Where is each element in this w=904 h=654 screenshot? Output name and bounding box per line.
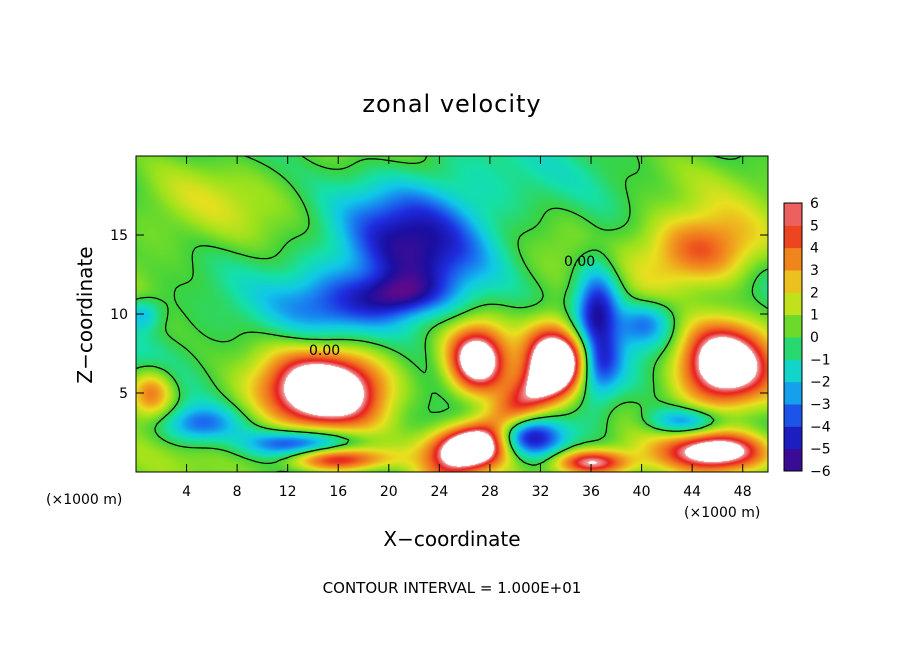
colorbar-segment bbox=[784, 247, 802, 271]
colorbar-segment bbox=[784, 314, 802, 338]
y-tick-label: 15 bbox=[110, 228, 128, 244]
colorbar-segment bbox=[784, 426, 802, 450]
y-tick-label: 10 bbox=[110, 307, 128, 323]
y-axis-label: Z−coordinate bbox=[73, 246, 97, 383]
colorbar-segment bbox=[784, 225, 802, 249]
colorbar-tick-label: −1 bbox=[810, 352, 831, 368]
x-unit-label: (×1000 m) bbox=[684, 505, 760, 521]
colorbar-segment bbox=[784, 404, 802, 427]
zonal-velocity-field bbox=[136, 156, 768, 472]
colorbar-tick-label: −2 bbox=[810, 375, 831, 391]
x-tick-label: 44 bbox=[683, 484, 701, 500]
x-tick-label: 12 bbox=[279, 484, 297, 500]
colorbar: −6 −5 −4 −3 −2 −1 0 1 2 3 4 5 6 bbox=[783, 196, 831, 480]
x-axis-label: X−coordinate bbox=[383, 527, 520, 551]
x-tick-label: 16 bbox=[329, 484, 347, 500]
x-tick-label: 24 bbox=[430, 484, 448, 500]
colorbar-segment bbox=[784, 203, 802, 226]
colorbar-tick-label: 5 bbox=[810, 218, 819, 234]
colorbar-tick-label: 3 bbox=[810, 263, 819, 279]
chart-title: zonal velocity bbox=[362, 90, 541, 118]
colorbar-segment bbox=[784, 337, 802, 360]
colorbar-segment bbox=[784, 292, 802, 316]
colorbar-tick-label: 6 bbox=[810, 196, 819, 212]
contour-label-right: 0.00 bbox=[564, 254, 595, 270]
x-tick-label: 28 bbox=[481, 484, 499, 500]
plot-area bbox=[135, 155, 769, 473]
contour-lines bbox=[135, 155, 769, 473]
contour-interval-note: CONTOUR INTERVAL = 1.000E+01 bbox=[323, 579, 582, 597]
colorbar-segment bbox=[784, 270, 802, 293]
x-tick-label: 48 bbox=[734, 484, 752, 500]
x-tick-label: 20 bbox=[380, 484, 398, 500]
x-tick-label: 40 bbox=[633, 484, 651, 500]
colorbar-segment bbox=[784, 359, 802, 383]
colorbar-tick-label: −3 bbox=[810, 397, 831, 413]
colorbar-tick-label: 4 bbox=[810, 241, 819, 257]
zero-contour bbox=[135, 155, 769, 473]
colorbar-tick-label: −5 bbox=[810, 442, 831, 458]
colorbar-tick-label: 1 bbox=[810, 308, 819, 324]
x-axis: 4 8 12 16 20 24 28 32 36 40 44 48 bbox=[182, 156, 752, 500]
colorbar-segment bbox=[784, 381, 802, 405]
y-axis: 5 10 15 bbox=[110, 228, 768, 402]
x-tick-label: 8 bbox=[233, 484, 242, 500]
colorbar-frame bbox=[783, 202, 803, 472]
colorbar-tick-label: −4 bbox=[810, 419, 831, 435]
colorbar-tick-label: 0 bbox=[810, 330, 819, 346]
y-unit-label: (×1000 m) bbox=[46, 492, 122, 508]
x-tick-label: 36 bbox=[582, 484, 600, 500]
colorbar-segment bbox=[784, 448, 802, 472]
colorbar-tick-label: 2 bbox=[810, 285, 819, 301]
y-tick-label: 5 bbox=[119, 386, 128, 402]
contour-label-left: 0.00 bbox=[309, 343, 340, 359]
colorbar-tick-label: −6 bbox=[810, 464, 831, 480]
x-tick-label: 4 bbox=[182, 484, 191, 500]
x-tick-label: 32 bbox=[532, 484, 550, 500]
